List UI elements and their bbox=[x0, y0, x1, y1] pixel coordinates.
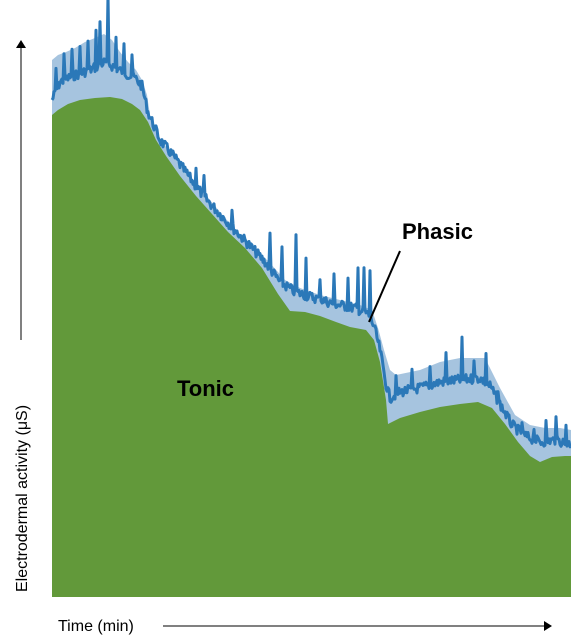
phasic-signal-line bbox=[50, 0, 571, 449]
y-axis-arrowhead bbox=[16, 40, 26, 48]
y-axis-label: Electrodermal activity (μS) bbox=[14, 405, 31, 592]
x-axis-label: Time (min) bbox=[58, 618, 134, 635]
phasic-pointer-line bbox=[368, 250, 401, 323]
tonic-label: Tonic bbox=[177, 376, 234, 401]
phasic-label: Phasic bbox=[402, 219, 473, 244]
x-axis-arrowhead bbox=[544, 621, 552, 631]
tonic-area bbox=[52, 97, 571, 597]
